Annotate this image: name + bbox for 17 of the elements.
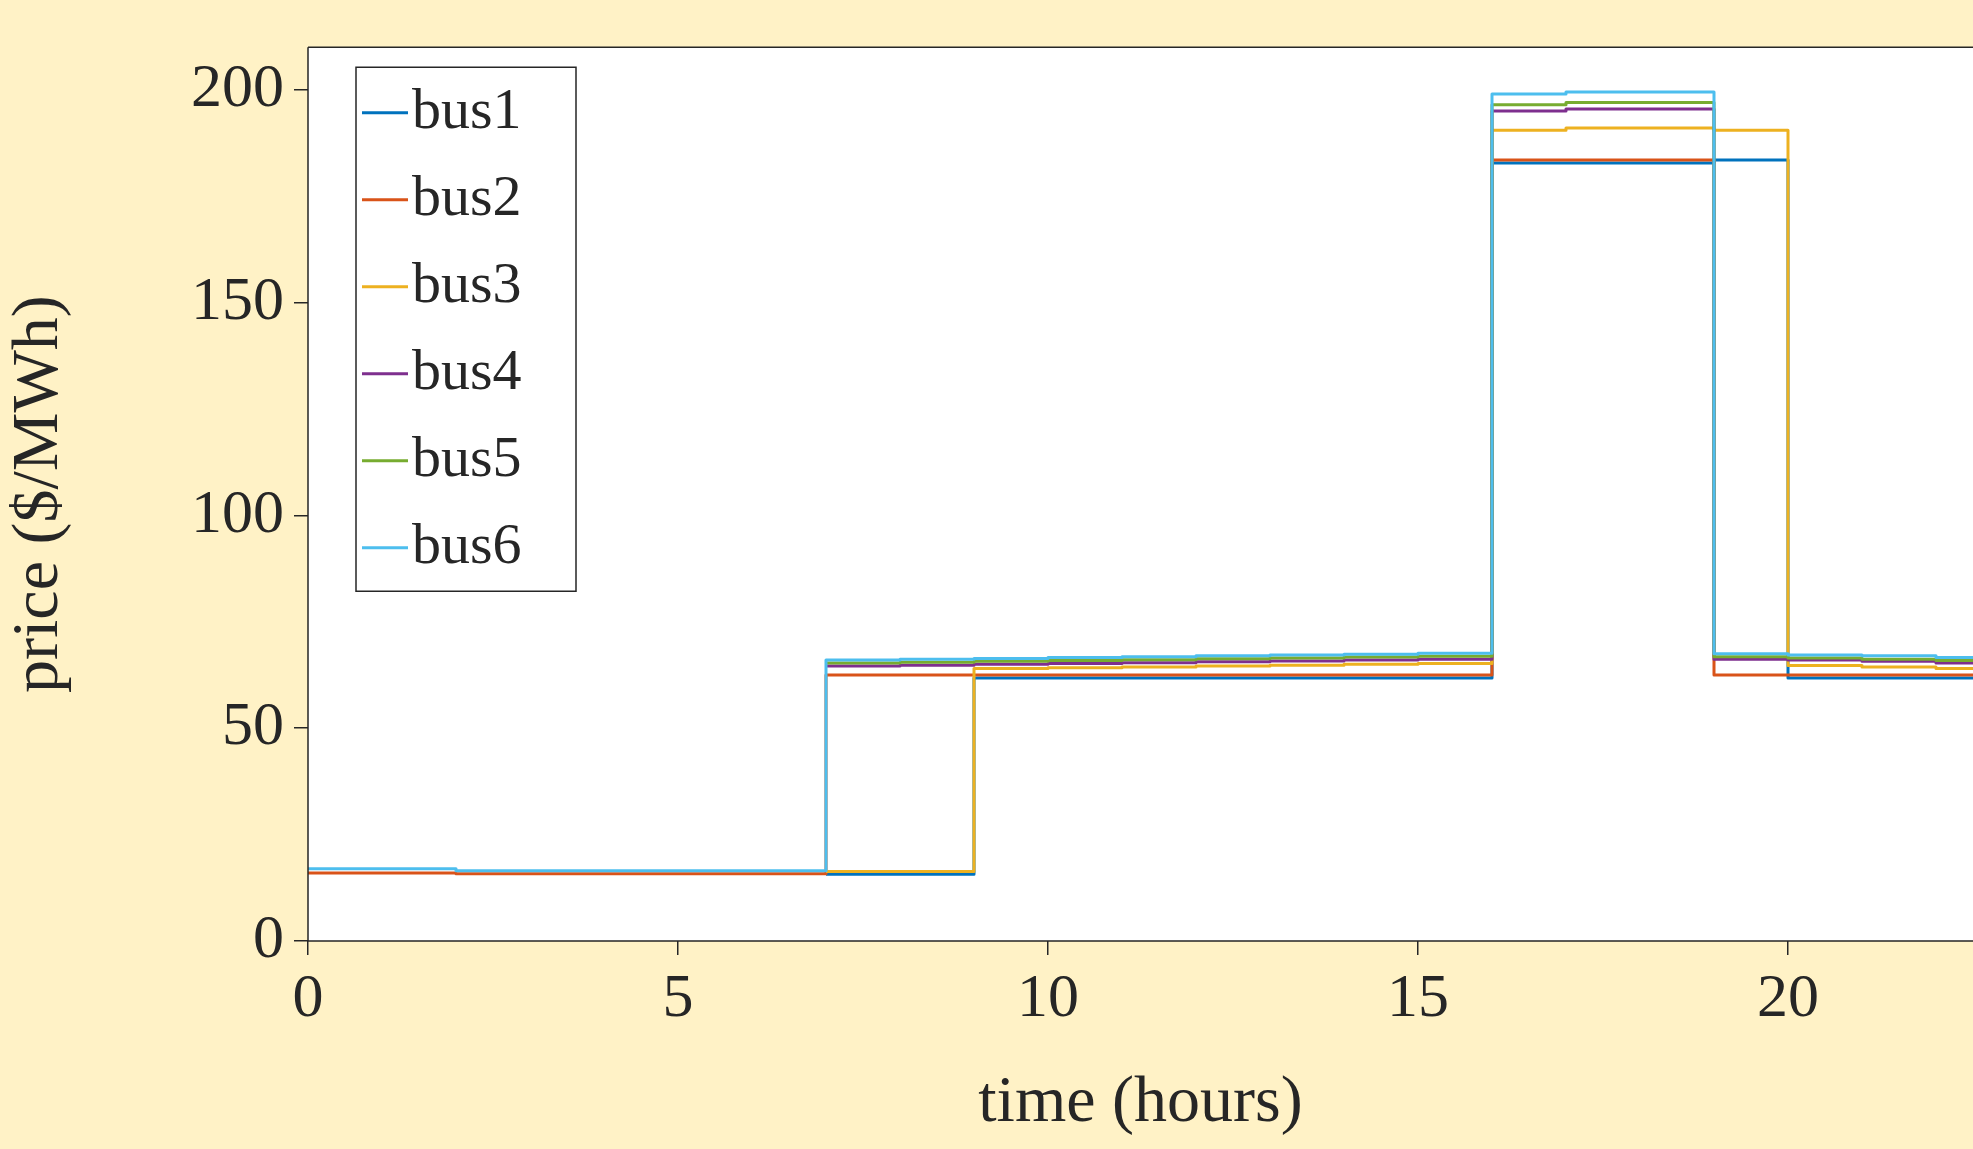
legend-label: bus2 — [412, 162, 522, 228]
y-axis-title: price ($/MWh) — [0, 295, 72, 693]
y-tick-label: 50 — [222, 689, 284, 758]
legend-label: bus6 — [412, 510, 522, 576]
x-tick-label: 15 — [1387, 961, 1449, 1030]
y-tick-label: 0 — [253, 902, 284, 971]
y-tick-label: 200 — [191, 51, 284, 120]
x-tick-label: 5 — [662, 961, 694, 1030]
x-tick-label: 20 — [1757, 961, 1819, 1030]
legend-label: bus5 — [412, 423, 522, 489]
y-tick-label: 150 — [191, 263, 284, 332]
legend-label: bus4 — [412, 336, 522, 402]
legend-label: bus3 — [412, 249, 522, 315]
x-axis-title: time (hours) — [978, 1061, 1303, 1136]
x-tick-label: 10 — [1017, 961, 1079, 1030]
legend-label: bus1 — [412, 75, 522, 141]
y-tick-label: 100 — [191, 476, 284, 545]
